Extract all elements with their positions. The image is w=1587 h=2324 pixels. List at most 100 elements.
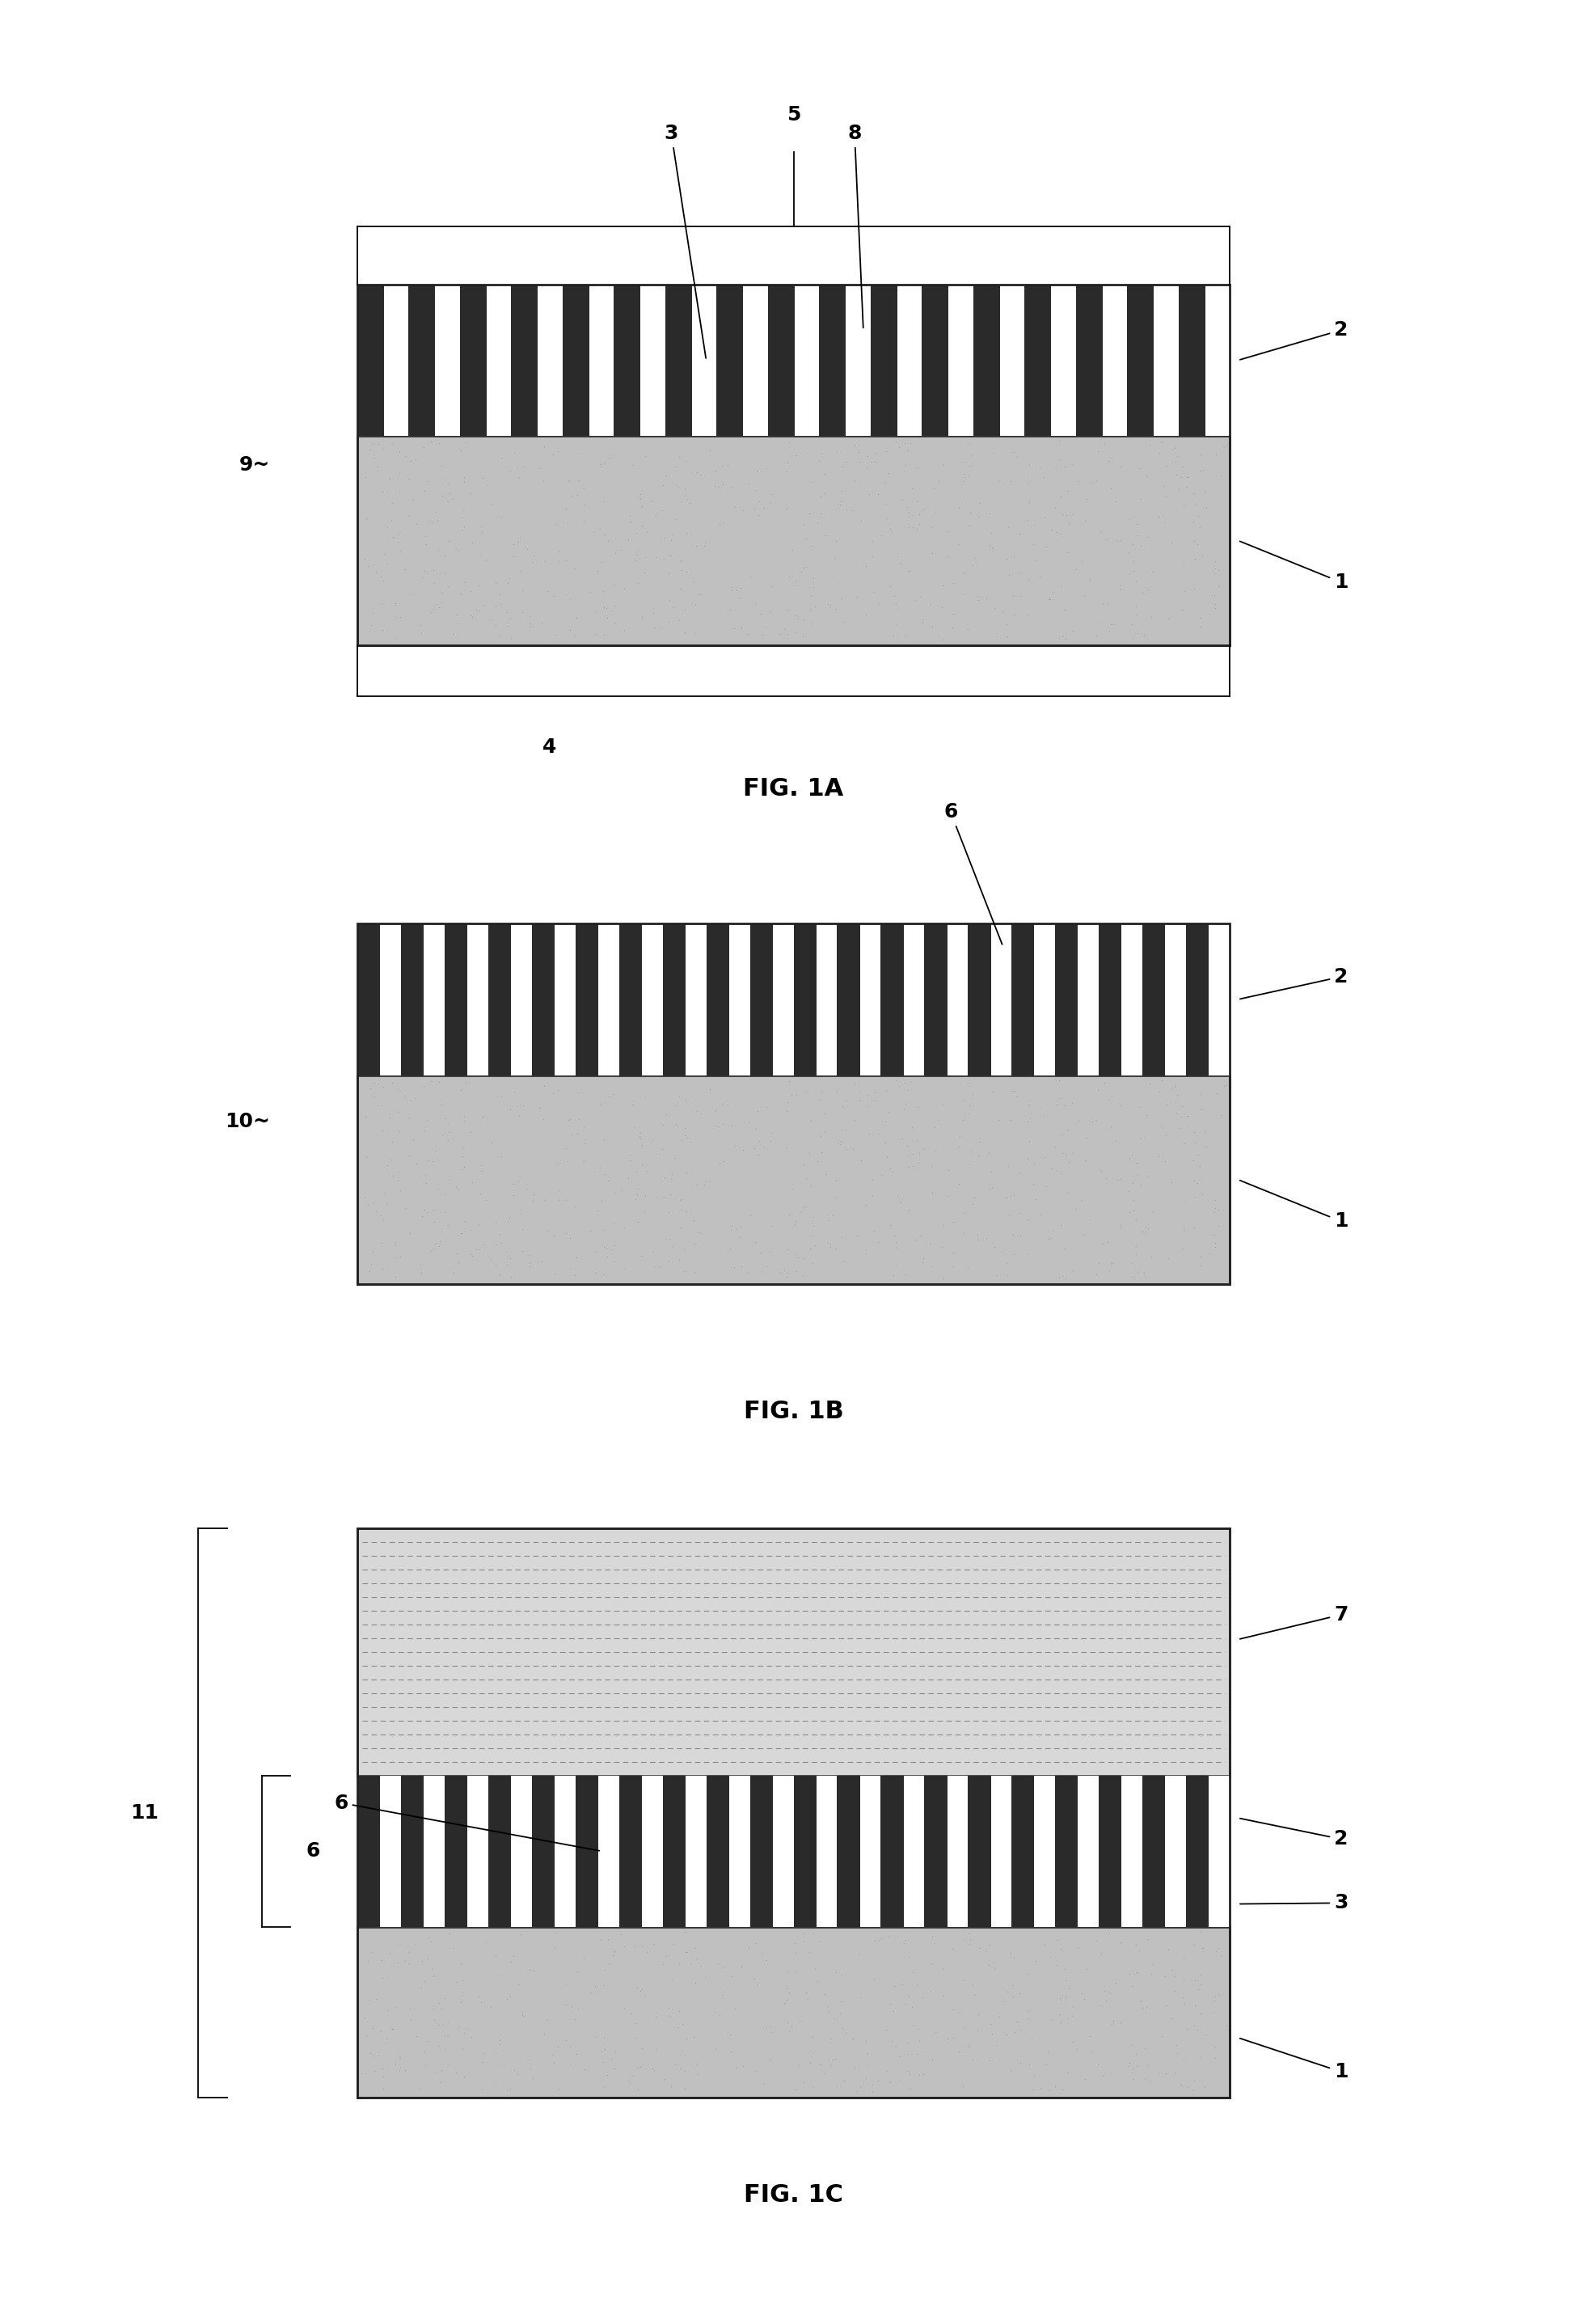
Point bbox=[911, 1241, 936, 1278]
Point bbox=[957, 1064, 982, 1102]
Point bbox=[595, 439, 621, 476]
Bar bbox=[424, 923, 444, 1076]
Point bbox=[719, 1206, 744, 1243]
Point bbox=[397, 1136, 422, 1174]
Point bbox=[611, 1989, 636, 2027]
Point bbox=[495, 593, 521, 630]
Point bbox=[898, 1064, 924, 1102]
Point bbox=[951, 1195, 976, 1232]
Point bbox=[627, 1120, 652, 1157]
Point bbox=[824, 435, 849, 472]
Text: 1: 1 bbox=[1239, 2038, 1347, 2082]
Point bbox=[421, 590, 446, 627]
Point bbox=[728, 1248, 754, 1285]
Point bbox=[417, 1062, 443, 1099]
Point bbox=[448, 1945, 473, 1982]
Point bbox=[797, 1934, 822, 1971]
Point bbox=[1171, 1985, 1197, 2022]
Point bbox=[1171, 486, 1197, 523]
Point bbox=[517, 1952, 543, 1989]
Point bbox=[1047, 423, 1073, 460]
Point bbox=[1000, 432, 1025, 469]
Point bbox=[414, 2022, 440, 2059]
Point bbox=[1065, 462, 1090, 500]
Point bbox=[413, 525, 438, 562]
Point bbox=[478, 602, 503, 639]
Point bbox=[741, 1959, 767, 1996]
Point bbox=[422, 565, 448, 602]
Point bbox=[1162, 430, 1187, 467]
Point bbox=[1149, 423, 1174, 460]
Point bbox=[860, 2073, 886, 2110]
Point bbox=[1003, 1236, 1028, 1274]
Point bbox=[865, 2061, 890, 2099]
Point bbox=[663, 2045, 689, 2082]
Bar bbox=[1209, 923, 1230, 1076]
Point bbox=[832, 2061, 857, 2099]
Point bbox=[1201, 1982, 1227, 2020]
Point bbox=[1116, 2045, 1141, 2082]
Point bbox=[578, 1213, 603, 1250]
Point bbox=[784, 614, 809, 651]
Point bbox=[1168, 2066, 1193, 2103]
Point bbox=[730, 1132, 755, 1169]
Point bbox=[860, 1213, 886, 1250]
Point bbox=[843, 1067, 868, 1104]
Bar bbox=[1100, 923, 1122, 1076]
Point bbox=[694, 523, 719, 560]
Point bbox=[776, 1229, 801, 1267]
Point bbox=[557, 1102, 582, 1139]
Point bbox=[449, 1150, 475, 1188]
Point bbox=[671, 1109, 697, 1146]
Point bbox=[847, 1083, 873, 1120]
Point bbox=[608, 532, 633, 569]
Point bbox=[625, 2050, 651, 2087]
Point bbox=[571, 1125, 597, 1162]
Point bbox=[473, 1924, 498, 1961]
Point bbox=[1208, 1936, 1233, 1973]
Point bbox=[640, 483, 665, 521]
Point bbox=[405, 1146, 430, 1183]
Point bbox=[517, 604, 543, 641]
Bar bbox=[1078, 923, 1098, 1076]
Point bbox=[795, 1074, 820, 1111]
Point bbox=[630, 1146, 655, 1183]
Point bbox=[824, 1074, 849, 1111]
Point bbox=[1174, 1097, 1200, 1134]
Point bbox=[960, 1185, 986, 1222]
Point bbox=[673, 2020, 698, 2057]
Bar bbox=[357, 286, 1230, 437]
Point bbox=[809, 1074, 835, 1111]
Point bbox=[792, 548, 817, 586]
Point bbox=[630, 597, 655, 634]
Point bbox=[1128, 1982, 1154, 2020]
Point bbox=[1078, 2017, 1103, 2054]
Point bbox=[898, 1109, 924, 1146]
Point bbox=[1032, 500, 1057, 537]
Point bbox=[913, 1129, 938, 1167]
Point bbox=[436, 1915, 462, 1952]
Point bbox=[1092, 1064, 1117, 1102]
Point bbox=[862, 1083, 887, 1120]
Point bbox=[1047, 479, 1073, 516]
Point bbox=[1190, 1929, 1216, 1966]
Point bbox=[982, 1229, 1008, 1267]
Point bbox=[521, 1952, 546, 1989]
Point bbox=[428, 1213, 454, 1250]
Point bbox=[603, 2034, 628, 2071]
Point bbox=[843, 428, 868, 465]
Point bbox=[590, 1966, 616, 2003]
Point bbox=[544, 432, 570, 469]
Point bbox=[541, 1255, 567, 1292]
Point bbox=[571, 1141, 597, 1178]
Point bbox=[595, 1945, 621, 1982]
Point bbox=[1162, 2054, 1187, 2092]
Point bbox=[1181, 1141, 1206, 1178]
Point bbox=[886, 590, 911, 627]
Point bbox=[801, 569, 827, 607]
Point bbox=[554, 1987, 579, 2024]
Bar bbox=[487, 286, 511, 437]
Bar bbox=[897, 286, 922, 437]
Point bbox=[689, 1095, 714, 1132]
Point bbox=[1119, 1136, 1144, 1174]
